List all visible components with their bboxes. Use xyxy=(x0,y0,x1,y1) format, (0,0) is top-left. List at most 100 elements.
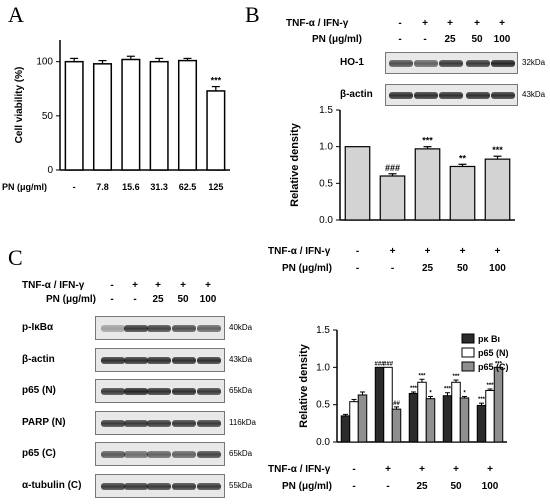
y-axis-title: Relative density xyxy=(289,122,301,207)
blot-band xyxy=(124,451,148,458)
blot-image xyxy=(95,473,225,498)
panel-letter-b: B xyxy=(245,2,260,27)
bar xyxy=(379,175,406,221)
dose-value: - xyxy=(352,481,356,492)
blot-band xyxy=(197,451,221,458)
blot-band xyxy=(414,60,438,67)
blot-band xyxy=(172,482,196,490)
dose-value: 100 xyxy=(493,34,511,45)
bar xyxy=(493,366,504,443)
bar xyxy=(417,381,427,443)
dose-value: - xyxy=(398,34,402,45)
bar xyxy=(344,146,371,221)
blot-band xyxy=(414,92,438,99)
blot-band xyxy=(147,325,171,332)
y-tick-label: 50 xyxy=(42,111,54,122)
x-tick-label: 7.8 xyxy=(96,182,109,192)
b-bottom-treatment-label: TNF-α / IFN-γ xyxy=(268,246,331,257)
y-tick-label: 0 xyxy=(47,165,53,176)
bar xyxy=(484,158,511,221)
blot-band xyxy=(172,388,196,395)
significance-label: *** xyxy=(478,397,486,403)
blot-label: p65 (N) xyxy=(22,385,56,396)
legend-swatch xyxy=(461,347,475,358)
blot-label: p65 (C) xyxy=(22,448,56,459)
bar xyxy=(92,63,113,171)
blot-band xyxy=(124,419,148,427)
bar xyxy=(425,398,436,443)
bar xyxy=(64,60,84,171)
blot-band xyxy=(101,482,125,490)
blot-band xyxy=(491,92,515,99)
bar xyxy=(383,366,393,443)
blot-image xyxy=(95,379,225,403)
bar xyxy=(206,90,226,171)
blot-image xyxy=(95,410,225,435)
significance-label: ### xyxy=(374,361,385,367)
bar xyxy=(357,394,368,443)
blot-band xyxy=(466,92,490,99)
y-tick-label: 1.5 xyxy=(316,325,330,336)
y-tick-label: 0.5 xyxy=(316,400,330,411)
y-tick-label: 0.0 xyxy=(316,437,330,448)
blot-kda: 43kDa xyxy=(522,90,546,99)
significance-label: * xyxy=(463,390,466,396)
blot-band xyxy=(197,482,221,490)
blot-kda: 43kDa xyxy=(229,354,253,364)
bar xyxy=(408,392,419,443)
blot-band xyxy=(197,419,221,427)
treatment-sign: + xyxy=(453,464,459,475)
blot-image xyxy=(385,84,518,106)
blot-kda: 116kDa xyxy=(229,417,256,427)
blot-band xyxy=(124,325,148,332)
x-tick-label: 62.5 xyxy=(179,182,197,192)
significance-label: *** xyxy=(492,145,503,155)
significance-label: *** xyxy=(211,76,222,86)
y-tick-label: 1.5 xyxy=(319,105,333,116)
treatment-sign: + xyxy=(447,18,453,29)
y-tick-label: 1.0 xyxy=(319,142,333,153)
bar xyxy=(449,165,476,221)
blot-label: β-actin xyxy=(340,89,373,100)
c-bottom-dose-label: PN (μg/ml) xyxy=(282,481,333,492)
c-dose-label: PN (μg/ml) xyxy=(46,294,97,305)
treatment-sign: + xyxy=(155,280,161,291)
significance-label: *** xyxy=(422,136,433,146)
treatment-sign: + xyxy=(132,280,138,291)
blot-band xyxy=(147,482,171,490)
blot-band xyxy=(124,482,148,490)
treatment-sign: + xyxy=(424,246,431,257)
significance-label: ## xyxy=(393,401,400,407)
blot-band xyxy=(147,356,171,364)
bar xyxy=(451,381,461,443)
dose-value: 25 xyxy=(421,263,434,274)
x-tick-label: - xyxy=(73,182,76,192)
x-tick-label: 125 xyxy=(208,182,223,192)
blot-band xyxy=(389,92,413,99)
panel-letter-c: C xyxy=(8,245,23,270)
blot-band xyxy=(491,60,515,67)
treatment-sign: + xyxy=(419,464,425,475)
dose-value: - xyxy=(386,481,390,492)
blot-band xyxy=(172,356,196,364)
dose-value: - xyxy=(110,294,114,305)
treatment-sign: + xyxy=(389,246,396,257)
bar xyxy=(340,415,351,443)
bar xyxy=(485,389,495,443)
significance-label: ### xyxy=(383,361,394,367)
y-axis-title: Relative density xyxy=(298,343,310,428)
treatment-sign: - xyxy=(398,18,402,29)
blot-kda: 32kDa xyxy=(522,58,546,67)
y-tick-label: 100 xyxy=(36,57,53,68)
significance-label: *** xyxy=(410,386,418,392)
bar xyxy=(177,59,198,171)
blot-image xyxy=(385,52,518,74)
dose-value: 25 xyxy=(416,481,428,492)
x-axis-title: PN (μg/ml) xyxy=(2,182,47,192)
blot-band xyxy=(147,419,171,427)
dose-value: 50 xyxy=(450,481,462,492)
legend-label: p65 (C) xyxy=(478,362,509,372)
blot-band xyxy=(147,388,171,395)
blot-band xyxy=(172,419,196,427)
